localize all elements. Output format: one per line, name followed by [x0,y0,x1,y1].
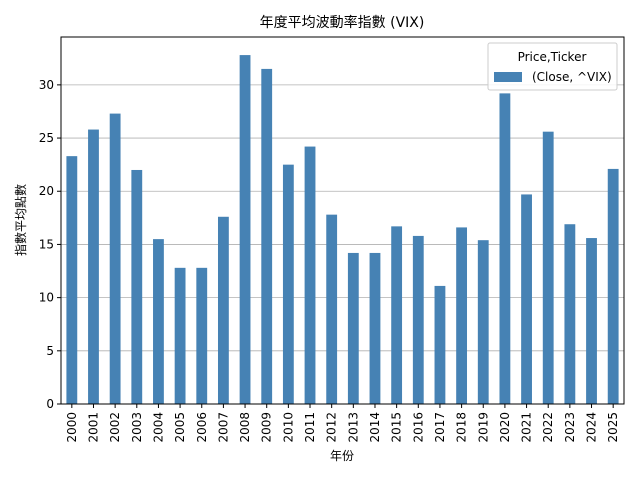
y-tick-label: 5 [46,344,54,358]
x-tick-label: 2000 [65,412,79,443]
y-ticks: 0 5 10 15 20 25 30 [39,78,61,411]
bar [347,252,359,404]
x-ticks: 2000 2001 2002 2003 2004 2005 2006 2007 2008 2009… [65,404,620,443]
legend-swatch [494,72,522,82]
y-tick-label: 25 [39,131,54,145]
x-tick-label: 2012 [325,412,339,443]
bar [131,169,143,404]
bar [88,129,99,404]
x-tick-label: 2010 [281,412,295,443]
y-tick-label: 0 [46,397,54,411]
x-tick-label: 2015 [390,412,404,443]
plot-frame [60,36,625,405]
legend-entry-label: (Close, ^VIX) [532,70,612,84]
grid [61,84,624,352]
bar [369,252,381,404]
x-tick-label: 2008 [238,412,252,443]
x-tick-label: 2021 [520,412,534,443]
bar [196,267,208,404]
bar [607,168,619,404]
bar [542,131,554,405]
bar [66,156,78,404]
y-tick-label: 15 [39,237,54,251]
bar [477,240,489,404]
legend-title: Price,Ticker [518,50,587,64]
bar [239,55,251,405]
bar [282,164,294,404]
y-tick-label: 20 [39,184,54,198]
bar [304,146,316,404]
x-tick-label: 2014 [368,412,382,443]
bar [434,285,446,404]
bar [412,235,424,404]
bar [499,93,511,405]
bar [586,238,597,404]
bar [217,216,229,404]
x-tick-label: 2016 [411,412,425,443]
y-axis-label: 指數平均點數 [13,184,28,256]
bar [153,239,164,404]
chart-title: 年度平均波動率指數 (VIX) [260,14,425,31]
x-tick-label: 2023 [563,412,577,443]
x-tick-label: 2006 [195,412,209,443]
x-axis-label: 年份 [330,449,354,463]
x-tick-label: 2004 [151,412,165,443]
x-tick-label: 2007 [216,412,230,443]
bar [326,214,338,404]
x-tick-label: 2009 [260,412,274,443]
bar [564,224,576,404]
x-tick-label: 2001 [86,412,100,443]
x-tick-label: 2005 [173,412,187,443]
bar [521,194,532,404]
bars [66,55,619,405]
bar [261,68,273,405]
bar [174,267,186,404]
legend: Price,Ticker (Close, ^VIX) [487,42,618,91]
bar [109,113,121,404]
y-tick-label: 30 [39,78,54,92]
x-tick-label: 2019 [476,412,490,443]
x-tick-label: 2002 [108,412,122,443]
x-tick-label: 2013 [346,412,360,443]
bar [391,226,403,404]
y-tick-label: 10 [39,291,54,305]
x-tick-label: 2020 [498,412,512,443]
x-tick-label: 2018 [455,412,469,443]
x-tick-label: 2025 [606,412,620,443]
bar [456,227,468,404]
x-tick-label: 2011 [303,412,317,443]
x-tick-label: 2024 [585,412,599,443]
x-tick-label: 2022 [541,412,555,443]
x-tick-label: 2003 [130,412,144,443]
x-tick-label: 2017 [433,412,447,443]
